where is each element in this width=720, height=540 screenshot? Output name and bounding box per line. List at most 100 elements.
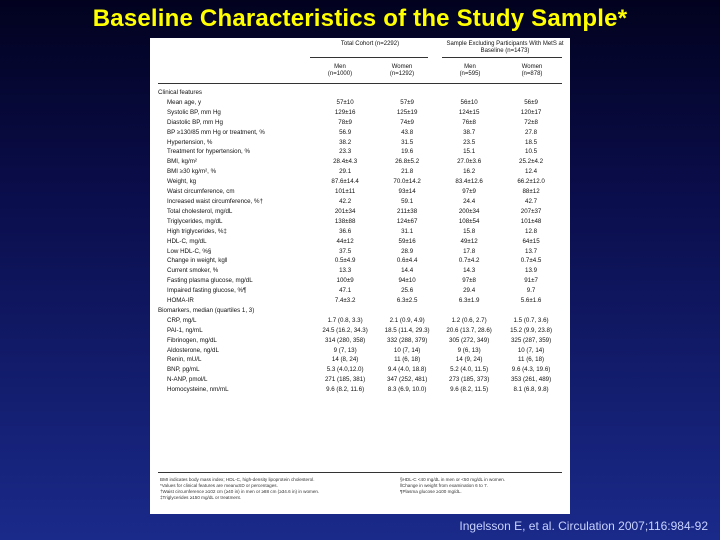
table-cell: 353 (261, 489): [510, 376, 552, 384]
table-cell: 70.0±14.2: [393, 178, 421, 186]
table-cell: 93±14: [398, 188, 416, 196]
table-row: Diastolic BP, mm Hg 78±9 74±9 76±8 72±8: [158, 118, 562, 128]
section-row: Biomarkers, median (quartiles 1, 3): [158, 306, 562, 316]
table-cell: 120±17: [520, 108, 542, 116]
table-cell: 1.5 (0.7, 3.6): [513, 316, 549, 324]
table-row: BNP, pg/mL 5.3 (4.0,12.0) 9.4 (4.0, 18.8) 5…: [158, 365, 562, 375]
column-header-label: Men: [464, 64, 476, 70]
table-cell: 10 (7, 14): [517, 346, 545, 354]
table-cell: 47.1: [339, 287, 352, 295]
table-cell: 15.2 (9.9, 23.8): [510, 326, 553, 334]
table-cell: 42.7: [525, 197, 538, 205]
row-label: Triglycerides, mg/dL: [167, 217, 223, 225]
row-label: Weight, kg: [167, 178, 197, 186]
footnote: *Values for clinical features are mean±S…: [160, 483, 278, 488]
table-cell: 11 (6, 18): [518, 356, 545, 364]
table-cell: 13.7: [525, 247, 538, 255]
table-cell: 7.4±3.2: [334, 297, 356, 305]
table-cell: 14 (9, 24): [455, 356, 483, 364]
table-cell: 9.6 (8.2, 11.6): [326, 386, 365, 394]
table-cell: 124±67: [396, 217, 418, 225]
table-cell: 74±9: [400, 118, 414, 126]
table-cell: 83.4±12.6: [455, 178, 483, 186]
table-row: Mean age, y 57±10 57±9 56±10 56±9: [158, 98, 562, 108]
column-header-n: (n=878): [521, 71, 543, 77]
table-cell: 124±15: [458, 108, 480, 116]
table-cell: 5.6±1.6: [520, 297, 542, 305]
table-cell: 12.4: [525, 168, 538, 176]
table-row: Aldosterone, ng/dL 9 (7, 13) 10 (7, 14) 9 (…: [158, 346, 562, 356]
row-label: HOMA-IR: [167, 297, 194, 305]
table-cell: 27.8: [525, 128, 538, 136]
table-cell: 211±38: [397, 207, 418, 215]
table-cell: 10 (7, 14): [393, 346, 421, 354]
row-label: Mean age, y: [167, 98, 202, 106]
table-cell: 24.5 (16.2, 34.3): [322, 326, 368, 334]
group-underline: [442, 57, 562, 58]
row-label: Total cholesterol, mg/dL: [167, 207, 233, 215]
row-label: Increased waist circumference, %†: [167, 197, 263, 205]
table-cell: 9.6 (8.2, 11.5): [450, 386, 489, 394]
table-cell: 9.6 (4.3, 19.6): [511, 366, 551, 374]
slide-title: Baseline Characteristics of the Study Sa…: [92, 5, 628, 32]
table-cell: 108±54: [458, 217, 480, 225]
row-label: HDL-C, mg/dL: [167, 237, 207, 245]
column-header: Women (n=1292): [372, 64, 432, 78]
table-cell: 56.9: [339, 128, 352, 136]
row-label: Low HDL-C, %§: [167, 247, 212, 255]
column-header-label: Men: [334, 64, 346, 70]
citation: Ingelsson E, et al. Circulation 2007;116…: [459, 519, 708, 533]
table-cell: 9.7: [526, 287, 536, 295]
footnote: ¶Plasma glucose ≥100 mg/dL.: [400, 489, 462, 494]
table-cell: 332 (288, 379): [387, 336, 428, 344]
table-cell: 43.8: [401, 128, 414, 136]
table-cell: 38.2: [339, 138, 352, 146]
table-cell: 0.5±4.9: [334, 257, 356, 265]
table-row: Change in weight, kg‖ 0.5±4.9 0.6±4.4 0.7±4…: [158, 256, 562, 266]
row-label: N-ANP, pmol/L: [167, 376, 208, 384]
table-cell: 18.5 (11.4, 29.3): [384, 326, 430, 334]
row-label: Hypertension, %: [167, 138, 213, 146]
table-cell: 5.2 (4.0, 11.5): [450, 366, 489, 374]
table-cell: 21.8: [401, 168, 414, 176]
table-cell: 101±11: [335, 188, 356, 196]
table-cell: 9.4 (4.0, 18.8): [387, 366, 427, 374]
table-cell: 97±8: [462, 277, 476, 285]
table-row: Increased waist circumference, %† 42.2 59.…: [158, 197, 562, 207]
table-cell: 78±9: [338, 118, 352, 126]
row-label: Fasting plasma glucose, mg/dL: [167, 277, 253, 285]
row-label: Aldosterone, ng/dL: [167, 346, 219, 354]
table-cell: 6.3±1.9: [458, 297, 480, 305]
column-header: Men (n=595): [440, 64, 500, 78]
row-label: Treatment for hypertension, %: [167, 148, 250, 156]
table-cell: 59.1: [401, 197, 414, 205]
row-label: BP ≥130/85 mm Hg or treatment, %: [167, 128, 265, 136]
table-row: PAI-1, ng/mL 24.5 (16.2, 34.3) 18.5 (11.4,…: [158, 326, 562, 336]
footnote: §HDL-C <40 mg/dL in men or <50 mg/dL in …: [400, 477, 506, 482]
table-cell: 23.3: [339, 148, 352, 156]
table-cell: 88±12: [522, 188, 540, 196]
column-header-n: (n=1000): [327, 71, 353, 77]
column-header: Women (n=878): [502, 64, 562, 78]
data-table: Clinical features Mean age, y 57±10 57±9 56±…: [158, 88, 562, 395]
table-row: Triglycerides, mg/dL 138±88 124±67 108±54 10…: [158, 217, 562, 227]
table-cell: 5.3 (4.0,12.0): [326, 366, 364, 374]
table-cell: 138±88: [334, 217, 356, 225]
table-cell: 97±9: [462, 188, 476, 196]
table-cell: 14 (8, 24): [331, 356, 359, 364]
table-cell: 28.4±4.3: [333, 158, 358, 166]
table-cell: 18.5: [525, 138, 538, 146]
table-cell: 28.9: [401, 247, 414, 255]
row-label: BMI ≥30 kg/m², %: [167, 168, 217, 176]
row-label: Change in weight, kg‖: [167, 257, 228, 265]
table-row: HDL-C, mg/dL 44±12 59±16 49±12 64±15: [158, 237, 562, 247]
table-row: High triglycerides, %‡ 36.6 31.1 15.8 12.8: [158, 227, 562, 237]
table-cell: 0.7±4.5: [520, 257, 542, 265]
table-cell: 42.2: [339, 197, 352, 205]
table-cell: 314 (280, 358): [324, 336, 366, 344]
row-label: BNP, pg/mL: [167, 366, 200, 374]
column-header-label: Women: [521, 64, 543, 70]
table-cell: 87.6±14.4: [331, 178, 359, 186]
table-cell: 15.1: [463, 148, 476, 156]
table-cell: 24.4: [463, 197, 476, 205]
